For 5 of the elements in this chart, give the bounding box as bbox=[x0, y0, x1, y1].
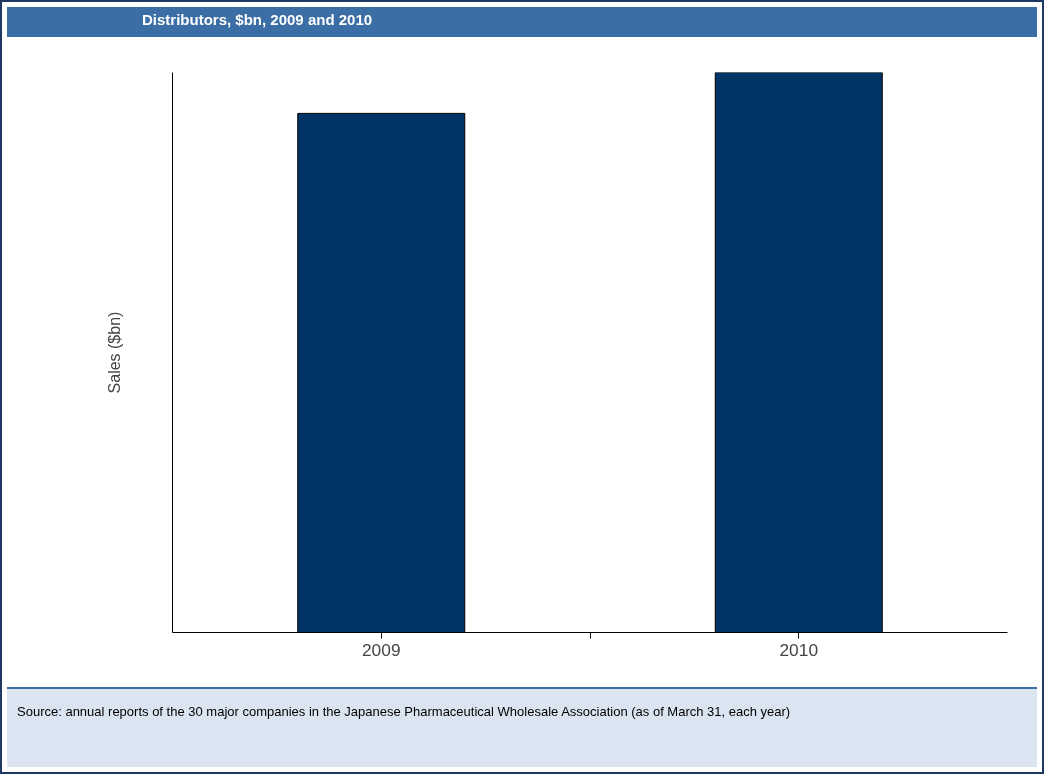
source-note: Source: annual reports of the 30 major companies in the Japanese Pharmaceutical Wholesale Association (as of March 31, each year) bbox=[17, 703, 791, 721]
chart-title: Distributors, $bn, 2009 and 2010 bbox=[142, 10, 373, 30]
x-tick-label: 2009 bbox=[361, 639, 401, 660]
x-tick-label: 2010 bbox=[779, 639, 819, 660]
y-axis-title: Sales ($bn) bbox=[105, 311, 123, 394]
